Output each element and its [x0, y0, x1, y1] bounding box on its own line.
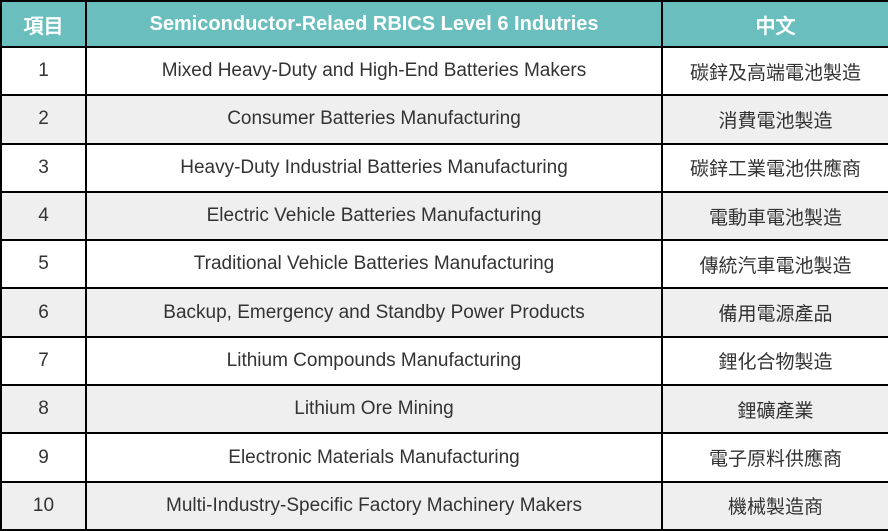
cell-item: 5: [0, 239, 87, 290]
cell-item: 1: [0, 45, 87, 97]
table-row: 6 Backup, Emergency and Standby Power Pr…: [0, 287, 888, 338]
cell-item: 8: [0, 384, 87, 435]
cell-chinese: 鋰化合物製造: [661, 335, 888, 387]
table-row: 2 Consumer Batteries Manufacturing 消費電池製…: [0, 94, 888, 145]
cell-chinese: 傳統汽車電池製造: [661, 239, 888, 290]
cell-industry: Heavy-Duty Industrial Batteries Manufact…: [85, 142, 663, 193]
header-row: 項目 Semiconductor-Relaed RBICS Level 6 In…: [0, 0, 888, 48]
table-row: 10 Multi-Industry-Specific Factory Machi…: [0, 480, 888, 531]
cell-item: 2: [0, 94, 87, 145]
cell-chinese: 機械製造商: [661, 480, 888, 531]
cell-item: 9: [0, 432, 87, 483]
cell-industry: Lithium Compounds Manufacturing: [85, 335, 663, 387]
cell-chinese: 碳鋅及高端電池製造: [661, 45, 888, 97]
cell-item: 6: [0, 287, 87, 338]
table-row: 1 Mixed Heavy-Duty and High-End Batterie…: [0, 45, 888, 97]
table-row: 4 Electric Vehicle Batteries Manufacturi…: [0, 190, 888, 242]
column-header-chinese: 中文: [661, 0, 888, 48]
cell-chinese: 消費電池製造: [661, 94, 888, 145]
cell-industry: Traditional Vehicle Batteries Manufactur…: [85, 239, 663, 290]
cell-chinese: 電動車電池製造: [661, 190, 888, 242]
cell-item: 4: [0, 190, 87, 242]
cell-industry: Consumer Batteries Manufacturing: [85, 94, 663, 145]
cell-chinese: 電子原料供應商: [661, 432, 888, 483]
cell-chinese: 鋰礦產業: [661, 384, 888, 435]
cell-industry: Electronic Materials Manufacturing: [85, 432, 663, 483]
cell-chinese: 碳鋅工業電池供應商: [661, 142, 888, 193]
cell-item: 7: [0, 335, 87, 387]
cell-chinese: 備用電源產品: [661, 287, 888, 338]
cell-item: 10: [0, 480, 87, 531]
table-row: 8 Lithium Ore Mining 鋰礦產業: [0, 384, 888, 435]
table-row: 3 Heavy-Duty Industrial Batteries Manufa…: [0, 142, 888, 193]
cell-industry: Multi-Industry-Specific Factory Machiner…: [85, 480, 663, 531]
cell-item: 3: [0, 142, 87, 193]
table-row: 5 Traditional Vehicle Batteries Manufact…: [0, 239, 888, 290]
cell-industry: Lithium Ore Mining: [85, 384, 663, 435]
table-row: 7 Lithium Compounds Manufacturing 鋰化合物製造: [0, 335, 888, 387]
column-header-industry: Semiconductor-Relaed RBICS Level 6 Indut…: [85, 0, 663, 48]
table-row: 9 Electronic Materials Manufacturing 電子原…: [0, 432, 888, 483]
cell-industry: Electric Vehicle Batteries Manufacturing: [85, 190, 663, 242]
column-header-item: 項目: [0, 0, 87, 48]
cell-industry: Backup, Emergency and Standby Power Prod…: [85, 287, 663, 338]
cell-industry: Mixed Heavy-Duty and High-End Batteries …: [85, 45, 663, 97]
